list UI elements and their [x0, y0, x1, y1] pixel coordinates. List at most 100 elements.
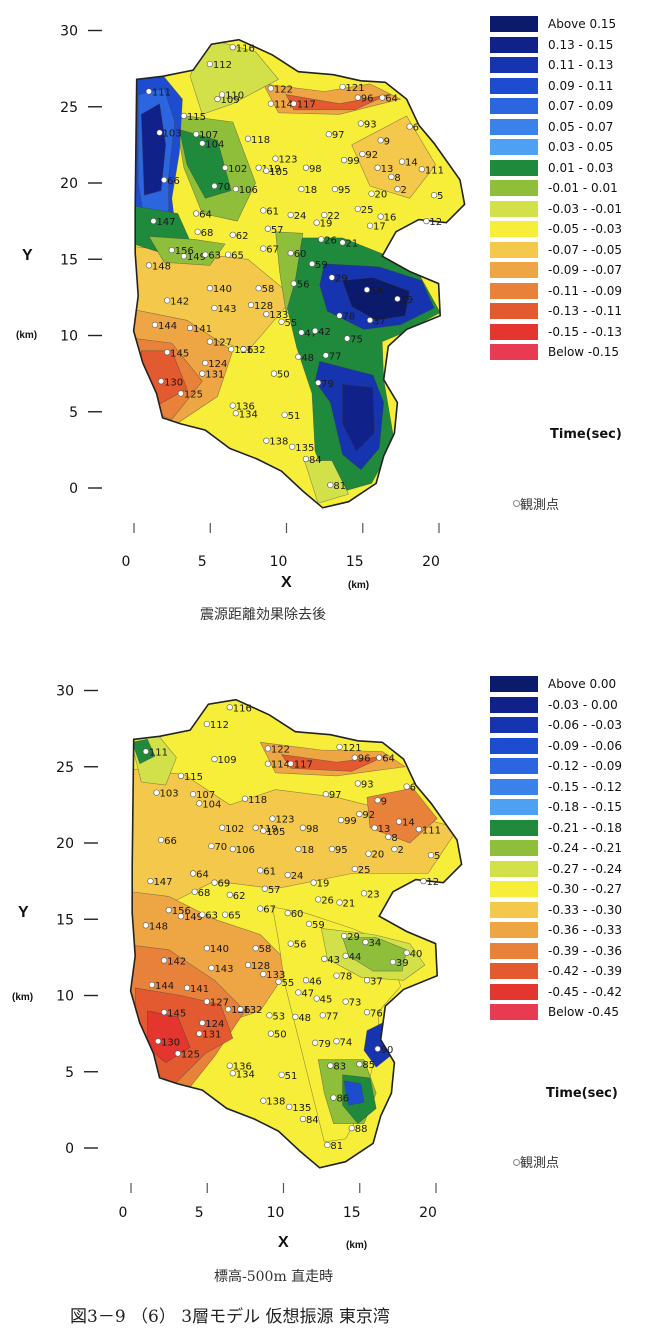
station-label: 102: [228, 164, 247, 175]
legend-swatch: [490, 57, 538, 73]
observation-marker-icon: [513, 500, 520, 507]
station-label: 127: [213, 338, 232, 349]
station-label: 51: [288, 411, 301, 422]
legend-label: -0.21 - -0.18: [548, 820, 623, 835]
station-label: 25: [358, 865, 371, 876]
station-marker: [145, 262, 152, 269]
station-marker: [260, 207, 267, 214]
station-label: 131: [205, 370, 224, 381]
station-marker: [183, 984, 191, 991]
station-marker: [208, 842, 215, 850]
station-label: 99: [347, 156, 360, 167]
legend-swatch: [490, 344, 538, 360]
x-tick-label: 20: [422, 554, 440, 570]
station-label: 97: [332, 130, 345, 141]
station-marker: [193, 131, 200, 138]
station-marker: [423, 218, 430, 225]
x-tick-label: 5: [198, 554, 207, 570]
y-axis-unit: (km): [16, 330, 38, 341]
station-label: 111: [425, 165, 444, 176]
station-marker: [226, 891, 233, 898]
station-marker: [232, 410, 239, 417]
station-label: 58: [262, 284, 275, 295]
station-marker: [281, 411, 288, 418]
station-label: 66: [164, 836, 177, 847]
station-label: 138: [266, 1097, 285, 1108]
station-marker: [336, 312, 343, 319]
station-label: 118: [251, 135, 270, 146]
station-marker: [374, 797, 381, 804]
station-label: 141: [190, 984, 209, 995]
legend-swatch: [490, 200, 538, 217]
station-marker: [339, 239, 346, 246]
chart-panel-1: 0 5 10 15 20 25 30 0 5 10 15 20 116 112 111 109 110 122 1…: [0, 0, 669, 660]
legend-label: -0.13 - -0.11: [548, 304, 623, 318]
station-label: 109: [221, 95, 240, 106]
legend-label: 0.09 - 0.11: [548, 78, 614, 93]
station-marker: [211, 304, 218, 312]
station-marker: [342, 998, 349, 1005]
station-marker: [190, 791, 197, 798]
legend-label: -0.30 - -0.27: [548, 882, 623, 896]
station-label: 130: [161, 1037, 180, 1048]
x-tick-label: 10: [267, 1205, 285, 1221]
station-marker: [395, 818, 403, 825]
station-marker: [403, 949, 410, 956]
station-marker: [219, 824, 226, 831]
station-marker: [321, 955, 328, 963]
x-tick-label: 20: [419, 1205, 437, 1221]
y-tick-label: 0: [65, 1141, 74, 1157]
station-label: 141: [193, 324, 212, 335]
station-label: 19: [320, 219, 333, 230]
legend-label: -0.09 - -0.07: [548, 263, 623, 277]
station-label: 97: [329, 790, 342, 801]
station-marker: [284, 871, 291, 879]
station-label: 145: [170, 348, 189, 359]
station-marker: [264, 760, 271, 767]
station-marker: [278, 1071, 285, 1078]
station-label: 5: [434, 851, 440, 862]
station-label: 18: [301, 845, 314, 856]
station-marker: [186, 324, 194, 331]
station-marker: [203, 998, 210, 1005]
station-marker: [287, 760, 294, 767]
station-marker: [298, 186, 305, 193]
station-marker: [299, 824, 307, 831]
station-label: 133: [269, 310, 288, 321]
station-label: 13: [381, 164, 394, 175]
station-label: 123: [275, 815, 294, 826]
station-marker: [351, 865, 358, 873]
station-label: 61: [263, 866, 276, 877]
station-marker: [366, 222, 374, 229]
station-marker: [225, 251, 232, 258]
station-marker: [264, 225, 271, 232]
station-marker: [328, 846, 336, 853]
station-label: 26: [324, 235, 337, 246]
station-marker: [229, 846, 236, 853]
station-label: 114: [271, 760, 290, 771]
legend-label: -0.12 - -0.09: [548, 759, 623, 773]
station-label: 50: [274, 1030, 287, 1041]
contour-band: [303, 460, 350, 504]
y-tick-label: 15: [56, 912, 74, 928]
station-marker: [252, 945, 259, 952]
station-marker: [327, 481, 334, 489]
station-label: 48: [301, 353, 314, 364]
station-label: 44: [349, 952, 362, 963]
contour-band: [351, 115, 436, 199]
station-marker: [244, 961, 252, 969]
station-marker: [154, 1038, 162, 1045]
station-label: 56: [297, 280, 310, 291]
station-marker: [398, 158, 406, 165]
station-marker: [289, 443, 296, 450]
station-marker: [286, 1103, 293, 1110]
station-label: 50: [277, 370, 290, 381]
station-label: 135: [295, 443, 314, 454]
legend-swatch: [490, 262, 538, 278]
station-label: 107: [196, 790, 215, 801]
x-tick-label: 15: [346, 554, 364, 570]
station-label: 103: [160, 789, 179, 800]
station-label: 128: [251, 961, 270, 972]
station-marker: [284, 910, 291, 917]
station-label: 14: [405, 158, 418, 169]
